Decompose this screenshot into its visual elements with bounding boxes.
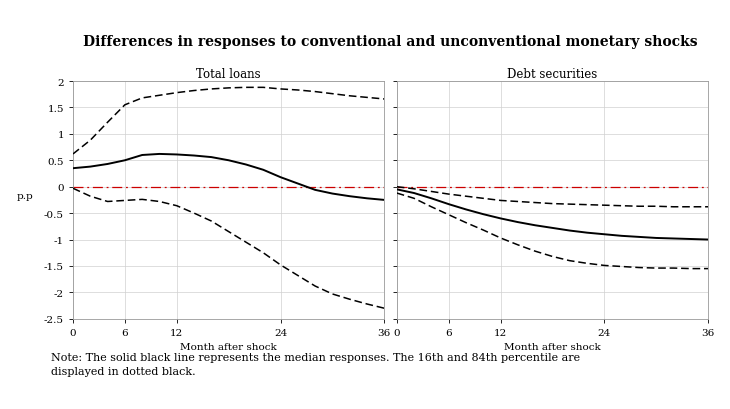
X-axis label: Month after shock: Month after shock xyxy=(504,343,601,351)
Title: Total loans: Total loans xyxy=(196,67,261,81)
Title: Debt securities: Debt securities xyxy=(507,67,598,81)
Text: Differences in responses to conventional and unconventional monetary shocks: Differences in responses to conventional… xyxy=(83,35,698,49)
Text: Note: The solid black line represents the median responses. The 16th and 84th pe: Note: The solid black line represents th… xyxy=(51,352,580,376)
X-axis label: Month after shock: Month after shock xyxy=(180,343,277,351)
Y-axis label: p.p: p.p xyxy=(16,191,33,200)
